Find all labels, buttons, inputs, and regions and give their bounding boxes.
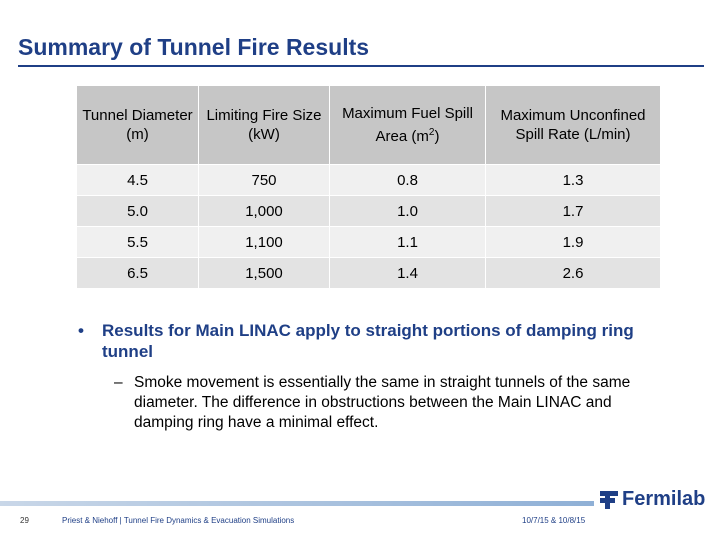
table-row: 6.5 1,500 1.4 2.6 bbox=[76, 257, 661, 289]
cell-spill-rate: 1.9 bbox=[485, 226, 661, 258]
table-header-row: Tunnel Diameter (m) Limiting Fire Size (… bbox=[76, 85, 661, 165]
cell-spill-rate: 1.7 bbox=[485, 195, 661, 227]
cell-diameter: 5.5 bbox=[76, 226, 199, 258]
cell-fire-size: 750 bbox=[198, 164, 330, 196]
fermilab-logo-text: Fermilab bbox=[622, 488, 706, 510]
bullet-marker: • bbox=[78, 321, 84, 340]
sub-bullet: – Smoke movement is essentially the same… bbox=[114, 373, 674, 433]
cell-diameter: 6.5 bbox=[76, 257, 199, 289]
cell-diameter: 4.5 bbox=[76, 164, 199, 196]
header-area-close: ) bbox=[434, 128, 440, 145]
cell-fire-size: 1,500 bbox=[198, 257, 330, 289]
cell-spill-rate: 1.3 bbox=[485, 164, 661, 196]
page-number: 29 bbox=[20, 516, 29, 525]
sub-bullet-marker: – bbox=[114, 374, 123, 391]
title-divider bbox=[18, 65, 704, 67]
fermilab-logo-icon bbox=[600, 490, 618, 509]
main-bullet: • Results for Main LINAC apply to straig… bbox=[78, 320, 638, 362]
table-row: 5.0 1,000 1.0 1.7 bbox=[76, 195, 661, 227]
fire-results-table: Tunnel Diameter (m) Limiting Fire Size (… bbox=[76, 85, 661, 289]
slide-title: Summary of Tunnel Fire Results bbox=[18, 34, 370, 60]
cell-spill-area: 0.8 bbox=[329, 164, 486, 196]
cell-fire-size: 1,000 bbox=[198, 195, 330, 227]
header-area-superscript: 2 bbox=[428, 127, 435, 138]
fermilab-logo: Fermilab bbox=[598, 488, 705, 511]
cell-spill-area: 1.1 bbox=[329, 226, 486, 258]
header-area-text: Maximum Fuel Spill Area (m bbox=[342, 105, 473, 145]
cell-spill-area: 1.0 bbox=[329, 195, 486, 227]
footer-bar bbox=[0, 501, 594, 506]
header-tunnel-diameter: Tunnel Diameter (m) bbox=[76, 85, 199, 165]
header-limiting-fire-size: Limiting Fire Size (kW) bbox=[198, 85, 330, 165]
sub-bullet-text: Smoke movement is essentially the same i… bbox=[134, 374, 631, 431]
table-row: 4.5 750 0.8 1.3 bbox=[76, 164, 661, 196]
header-max-unconfined-spill-rate: Maximum Unconfined Spill Rate (L/min) bbox=[485, 85, 661, 165]
footer-date: 10/7/15 & 10/8/15 bbox=[522, 516, 586, 525]
footer-credit: Priest & Niehoff | Tunnel Fire Dynamics … bbox=[62, 516, 295, 525]
table-row: 5.5 1,100 1.1 1.9 bbox=[76, 226, 661, 258]
cell-fire-size: 1,100 bbox=[198, 226, 330, 258]
cell-spill-rate: 2.6 bbox=[485, 257, 661, 289]
cell-diameter: 5.0 bbox=[76, 195, 199, 227]
header-max-fuel-spill-area: Maximum Fuel Spill Area (m2) bbox=[329, 85, 486, 165]
cell-spill-area: 1.4 bbox=[329, 257, 486, 289]
main-bullet-text: Results for Main LINAC apply to straight… bbox=[102, 321, 634, 361]
